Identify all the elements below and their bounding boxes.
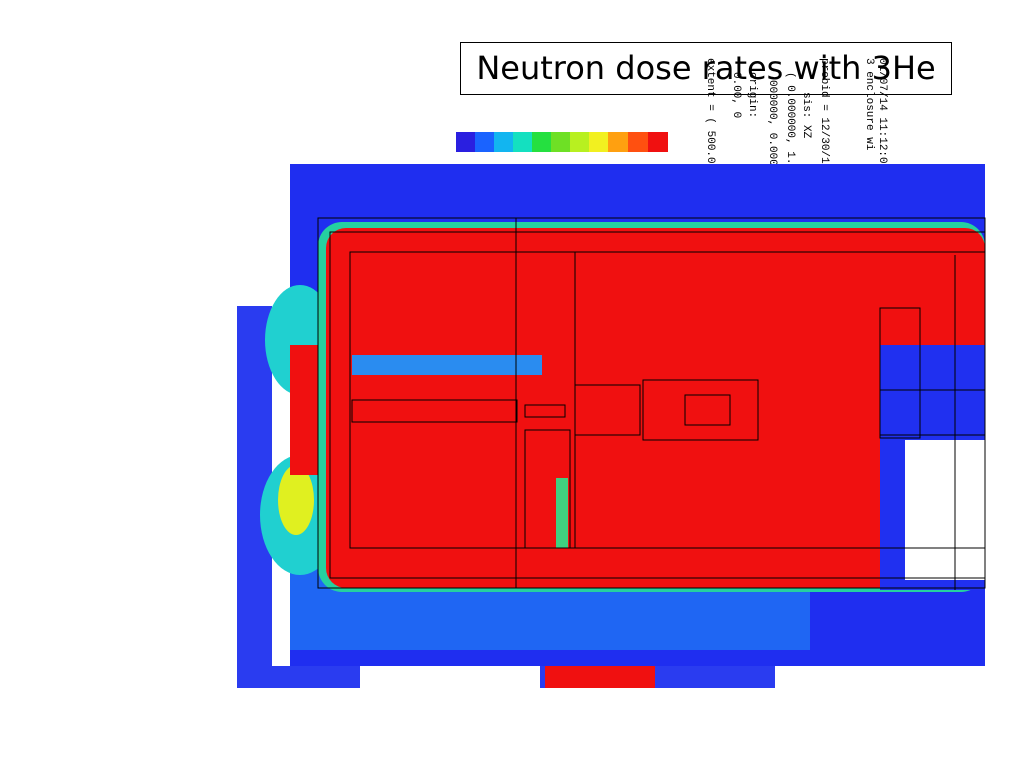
plot-label: ( 0.000000, 1.0000 (784, 72, 796, 191)
plot-label: probid = 12/30/13 (818, 58, 830, 170)
swatch (589, 132, 608, 152)
slide-title: Neutron dose rates with 3He (476, 49, 935, 87)
plot-label: 01/07/14 11:12:0 (876, 58, 888, 164)
geometry (317, 217, 986, 590)
plot-label: extent = ( 500.0 (704, 58, 716, 164)
swatch (648, 132, 668, 152)
title-box (460, 42, 952, 95)
swatch (628, 132, 648, 152)
red-region (326, 228, 985, 588)
void-white (905, 440, 985, 580)
plot-label: 0.00, 0 (730, 72, 742, 118)
halo (278, 465, 314, 535)
stripe (352, 355, 542, 375)
plot-label: 000000, 0.0000 (766, 80, 778, 172)
swatch (513, 132, 532, 152)
swatch (494, 132, 513, 152)
plot-header: 01/07/14 11:12:0 3 enclosure wi probid =… (704, 58, 888, 191)
back-plot-red (545, 666, 655, 688)
color-scale (456, 132, 668, 152)
swatch (456, 132, 475, 152)
main-plot (260, 164, 986, 666)
swatch (608, 132, 628, 152)
plot-label: sis: XZ (800, 92, 812, 139)
plot-label: origin: (746, 72, 758, 118)
swatch (475, 132, 494, 152)
plot-label: 3 enclosure wi (863, 58, 875, 151)
swatch (570, 132, 589, 152)
swatch (551, 132, 570, 152)
stripe (556, 478, 568, 548)
swatch (532, 132, 551, 152)
back-plot-void (360, 666, 540, 688)
